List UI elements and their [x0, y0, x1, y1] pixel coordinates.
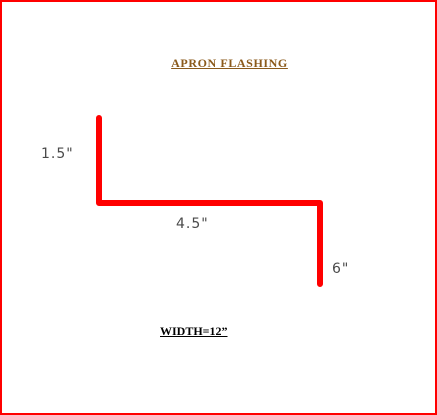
dimension-left-label: 1.5": [41, 146, 74, 162]
diagram-title: APRON FLASHING: [171, 56, 288, 70]
dimension-middle-label: 4.5": [176, 216, 209, 232]
flashing-profile-line: [96, 115, 323, 287]
dimension-right-label: 6": [332, 261, 350, 277]
width-label: WIDTH=12”: [160, 324, 228, 338]
